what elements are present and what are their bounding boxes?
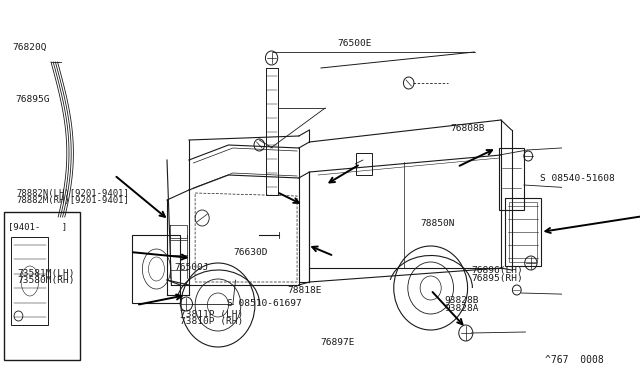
Bar [506, 198, 541, 266]
Text: 93828A: 93828A [444, 304, 479, 313]
Text: [9401-    ]: [9401- ] [8, 222, 67, 231]
Text: 78850N: 78850N [420, 219, 455, 228]
Text: 73581M(LH): 73581M(LH) [17, 269, 74, 278]
Text: 73810P (RH): 73810P (RH) [180, 317, 243, 326]
Bar [4, 212, 80, 360]
Text: 76820Q: 76820Q [12, 43, 47, 52]
Text: 76895(RH): 76895(RH) [472, 274, 523, 283]
Text: 76808B: 76808B [450, 124, 484, 133]
Text: 76895G: 76895G [16, 95, 51, 104]
Text: 73811P (LH): 73811P (LH) [180, 310, 243, 319]
Bar [356, 153, 372, 175]
Bar [12, 237, 49, 325]
Text: S 08510-61697: S 08510-61697 [227, 298, 301, 308]
Bar [509, 202, 537, 262]
Text: S 08540-51608: S 08540-51608 [540, 173, 614, 183]
Text: 76897E: 76897E [321, 338, 355, 347]
Text: 73580M(RH): 73580M(RH) [17, 276, 74, 285]
Text: 76500J: 76500J [174, 263, 209, 272]
Bar [499, 148, 524, 210]
Bar [132, 235, 180, 303]
Text: 76896(LH): 76896(LH) [472, 266, 523, 275]
Text: 76500E: 76500E [337, 39, 372, 48]
Text: ^767  0008: ^767 0008 [545, 355, 604, 365]
Text: 93828B: 93828B [444, 296, 479, 305]
Text: 76630D: 76630D [234, 248, 268, 257]
Text: 78882N(LH)[9201-9401]: 78882N(LH)[9201-9401] [17, 189, 130, 198]
Text: 78882M(RH)[9201-9401]: 78882M(RH)[9201-9401] [17, 196, 130, 205]
Text: 78818E: 78818E [287, 286, 321, 295]
